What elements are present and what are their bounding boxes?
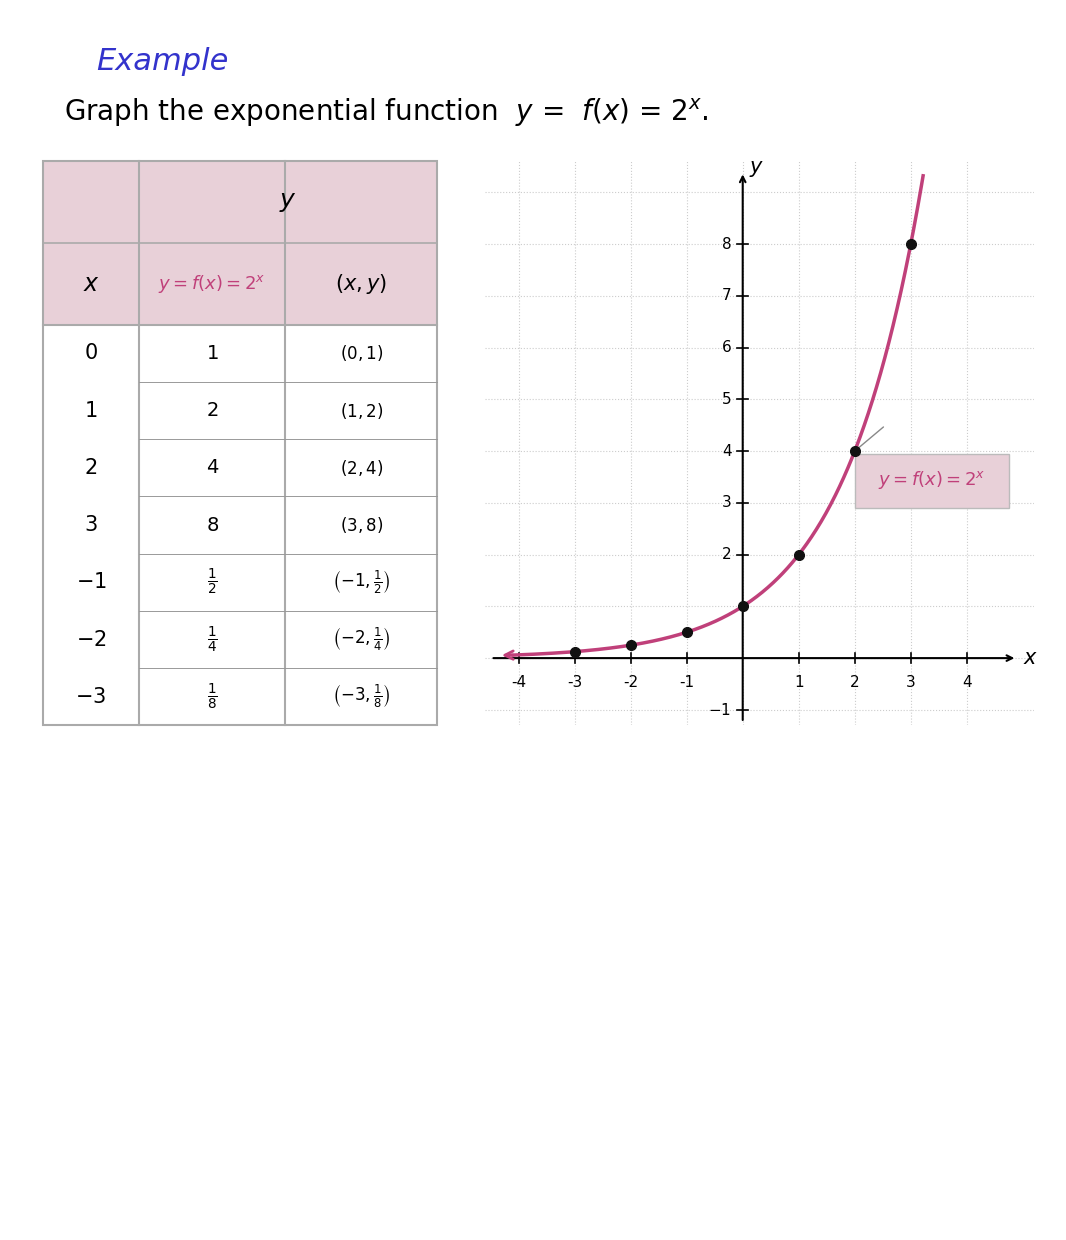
- Text: Example: Example: [96, 47, 228, 76]
- Text: $\frac{1}{4}$: $\frac{1}{4}$: [207, 625, 217, 655]
- Text: $4$: $4$: [206, 459, 219, 477]
- Text: 2: 2: [722, 547, 731, 562]
- Text: -3: -3: [567, 675, 582, 689]
- Text: 2: 2: [850, 675, 859, 689]
- Text: $y = f(x) = 2^x$: $y = f(x) = 2^x$: [159, 273, 266, 295]
- Text: $\frac{1}{2}$: $\frac{1}{2}$: [207, 567, 217, 598]
- Text: $y = f(x) = 2^x$: $y = f(x) = 2^x$: [878, 469, 986, 491]
- Text: $x$: $x$: [1022, 649, 1038, 668]
- Text: 8: 8: [722, 237, 731, 252]
- Text: $x$: $x$: [82, 272, 99, 296]
- Text: 6: 6: [722, 340, 731, 355]
- Text: 7: 7: [722, 288, 731, 304]
- Text: $\left(-2, \frac{1}{4}\right)$: $\left(-2, \frac{1}{4}\right)$: [332, 626, 390, 653]
- Text: 3: 3: [722, 495, 731, 511]
- Text: -2: -2: [624, 675, 639, 689]
- Text: 4: 4: [962, 675, 971, 689]
- Text: $y$: $y$: [279, 190, 297, 215]
- Text: $-2$: $-2$: [76, 630, 107, 650]
- Text: $\left(-3, \frac{1}{8}\right)$: $\left(-3, \frac{1}{8}\right)$: [332, 683, 390, 711]
- Text: $\frac{1}{8}$: $\frac{1}{8}$: [207, 682, 217, 712]
- FancyBboxPatch shape: [855, 454, 1008, 508]
- Text: $y$: $y$: [749, 159, 764, 179]
- Text: $-1$: $-1$: [709, 702, 731, 718]
- Text: $0$: $0$: [84, 343, 98, 363]
- Text: $2$: $2$: [206, 402, 219, 420]
- Text: 5: 5: [722, 392, 731, 407]
- Text: $(2, 4)$: $(2, 4)$: [339, 458, 383, 477]
- Text: $2$: $2$: [84, 458, 97, 477]
- Text: -1: -1: [679, 675, 694, 689]
- Text: Graph the exponential function  $y$ =  $f(x)$ = 2$^x$.: Graph the exponential function $y$ = $f(…: [64, 97, 709, 129]
- Text: $8$: $8$: [206, 516, 219, 534]
- Text: $\left(-1, \frac{1}{2}\right)$: $\left(-1, \frac{1}{2}\right)$: [332, 569, 390, 596]
- Text: $(0, 1)$: $(0, 1)$: [339, 343, 383, 363]
- FancyBboxPatch shape: [43, 325, 437, 725]
- Text: -4: -4: [511, 675, 527, 689]
- FancyBboxPatch shape: [43, 325, 437, 489]
- Text: 4: 4: [722, 444, 731, 459]
- Text: $1$: $1$: [206, 343, 219, 363]
- FancyBboxPatch shape: [43, 161, 437, 325]
- Text: $3$: $3$: [84, 515, 98, 536]
- Text: 1: 1: [794, 675, 804, 689]
- Text: 3: 3: [906, 675, 916, 689]
- Text: $(1, 2)$: $(1, 2)$: [339, 401, 383, 420]
- Text: $(x, y)$: $(x, y)$: [335, 272, 387, 296]
- Text: $1$: $1$: [84, 401, 98, 420]
- Text: $-1$: $-1$: [76, 573, 107, 593]
- Text: $-3$: $-3$: [76, 687, 107, 707]
- Text: $(3, 8)$: $(3, 8)$: [339, 515, 383, 536]
